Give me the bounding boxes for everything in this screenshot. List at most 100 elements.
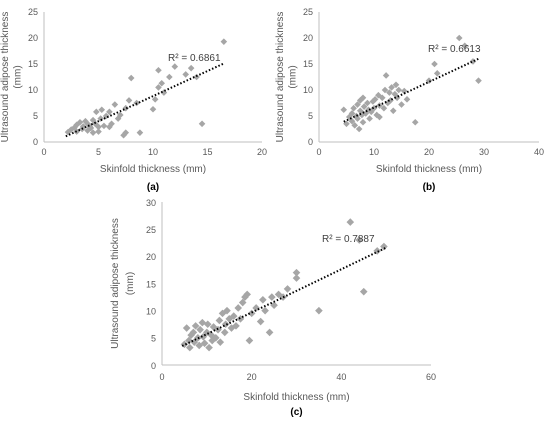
chart-1-data-point: [111, 101, 119, 108]
chart-3-data-point: [196, 325, 204, 334]
chart-2-y-axis-title-line: Ultrasound adipose thickness: [275, 12, 286, 143]
chart-3-y-tick-label: 10: [146, 307, 156, 317]
chart-3-data-point: [225, 315, 234, 323]
chart-2-data-point: [386, 89, 393, 96]
chart-2-data-point: [354, 115, 361, 122]
chart-1-x-tick-label: 15: [202, 147, 212, 157]
chart-1-trendline: [65, 62, 225, 138]
chart-3-y-tick-label: 0: [151, 361, 156, 371]
chart-3-data-point: [380, 242, 388, 251]
chart-3-x-tick-label: 0: [159, 372, 164, 382]
chart-2-data-point: [355, 125, 363, 133]
chart-1-data-point: [95, 128, 102, 135]
chart-3-data-point: [241, 293, 249, 301]
chart-2-data-point: [475, 77, 482, 84]
chart-3-data-point: [245, 336, 254, 345]
chart-2-data-point: [400, 87, 408, 95]
chart-1-data-point: [122, 129, 130, 136]
chart-3-data-point: [292, 274, 301, 282]
chart-1-data-point: [151, 96, 159, 103]
chart-1-caption: (a): [147, 182, 159, 193]
chart-2-data-point: [382, 72, 390, 79]
chart-2-data-point: [366, 115, 373, 122]
chart-1-y-tick-label: 20: [28, 33, 38, 43]
chart-2-data-point: [380, 104, 388, 112]
chart-1-y-tick-label: 5: [33, 111, 38, 121]
chart-3-x-axis-title: Skinfold thickness (mm): [243, 392, 349, 403]
chart-3-x-tick-label: 40: [336, 372, 346, 382]
chart-3-data-point: [359, 287, 368, 296]
chart-2-x-tick-label: 30: [479, 147, 489, 157]
chart-2-data-point: [340, 106, 348, 114]
chart-3-data-point: [182, 324, 191, 332]
chart-1-data-point: [89, 129, 97, 136]
chart-3-data-point: [261, 306, 269, 315]
chart-2-data-point: [403, 96, 411, 103]
chart-2-data-point: [371, 96, 379, 103]
chart-2-y-tick-label: 25: [303, 7, 313, 17]
chart-1-y-axis-title: Ultrasound adipose thickness (mm): [0, 12, 24, 143]
chart-3-x-tick-label: 20: [247, 372, 257, 382]
chart-2-data-point: [461, 42, 469, 50]
chart-1-data-point: [198, 120, 206, 128]
chart-3-data-point: [268, 293, 276, 301]
chart-2-data-point: [351, 122, 359, 129]
chart-3-data-point: [346, 218, 355, 226]
chart-3-data-point: [200, 339, 209, 348]
chart-3-data-point: [223, 306, 231, 315]
chart-3-data-point: [259, 296, 267, 304]
chart-3-data-point: [220, 328, 229, 337]
chart-3-data-point: [243, 290, 251, 299]
chart-2-data-point: [391, 90, 399, 98]
chart-3-data-point: [189, 328, 198, 337]
chart-3-data-point: [185, 336, 193, 345]
chart-3-x-tick-label: 60: [426, 372, 436, 382]
chart-2-data-point: [378, 94, 386, 102]
chart-2-y-tick-label: 15: [303, 59, 313, 69]
chart-2-data-point: [381, 86, 389, 94]
chart-2-data-point: [411, 118, 419, 126]
chart-1-x-tick-label: 5: [96, 147, 101, 157]
chart-3-data-point: [215, 316, 224, 325]
chart-2-x-tick-label: 10: [369, 147, 379, 157]
chart-3-data-point: [227, 324, 236, 332]
chart-3-data-point: [198, 318, 207, 327]
chart-1-data-point: [149, 105, 157, 113]
chart-1-y-axis-title-line: (mm): [13, 65, 24, 88]
chart-2-x-tick-label: 40: [534, 147, 544, 157]
chart-3-data-point: [232, 322, 240, 330]
chart-1-data-point: [158, 79, 166, 87]
chart-2-data-point: [431, 60, 438, 68]
chart-3-data-point: [315, 306, 323, 315]
chart-2-data-point: [392, 81, 400, 89]
chart-2-data-point: [348, 110, 356, 117]
chart-1-x-tick-label: 0: [41, 147, 46, 157]
chart-3-y-tick-label: 25: [146, 225, 156, 235]
chart-3-data-point: [218, 309, 227, 318]
chart-1-x-tick-label: 10: [148, 147, 158, 157]
chart-3-y-tick-label: 30: [146, 198, 156, 208]
chart-1-y-tick-label: 0: [33, 137, 38, 147]
chart-3-y-tick-label: 5: [151, 334, 156, 344]
chart-2-x-tick-label: 0: [316, 147, 321, 157]
chart-3-data-point: [234, 304, 243, 312]
chart-3-data-point: [355, 236, 364, 244]
chart-3-y-tick-label: 20: [146, 252, 156, 262]
chart-2-data-point: [433, 70, 441, 77]
chart-2-data-point: [375, 91, 382, 99]
chart-1-data-point: [160, 89, 168, 96]
chart-1-x-tick-label: 20: [257, 147, 267, 157]
chart-1-y-tick-label: 10: [28, 85, 38, 95]
chart-2-data-point: [388, 84, 395, 91]
chart-1-data-point: [93, 108, 100, 116]
chart-1-data-point: [87, 124, 95, 132]
chart-3-data-point: [212, 334, 220, 342]
chart-2-data-point: [398, 101, 405, 108]
chart-3-data-point: [185, 343, 194, 352]
chart-1-r2-label: R² = 0.6861: [168, 53, 221, 64]
chart-1-data-point: [106, 108, 113, 116]
chart-1-data-point: [220, 38, 228, 45]
chart-3-data-point: [216, 338, 225, 346]
chart-3-data-point: [209, 323, 218, 331]
